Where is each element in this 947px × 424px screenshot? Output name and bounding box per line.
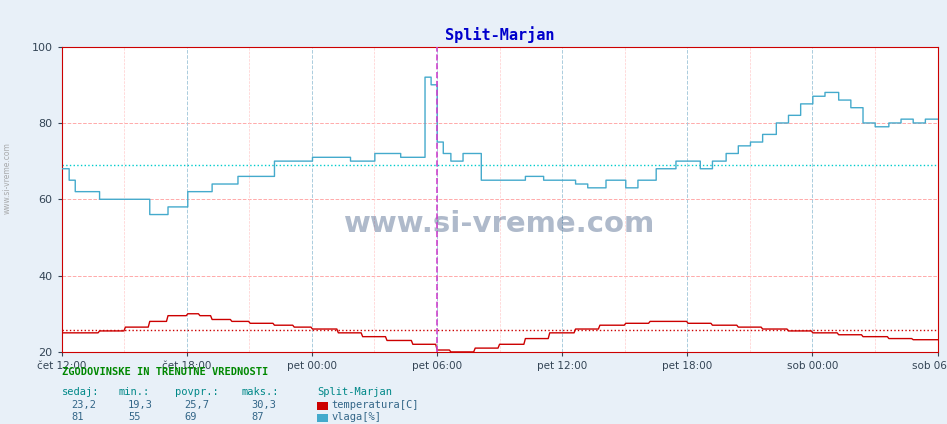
Text: 23,2: 23,2 <box>71 400 96 410</box>
Text: 55: 55 <box>128 412 140 422</box>
Text: www.si-vreme.com: www.si-vreme.com <box>3 142 12 214</box>
Text: maks.:: maks.: <box>241 387 279 397</box>
Text: min.:: min.: <box>118 387 150 397</box>
Text: www.si-vreme.com: www.si-vreme.com <box>344 210 655 238</box>
Text: 19,3: 19,3 <box>128 400 152 410</box>
Text: vlaga[%]: vlaga[%] <box>331 412 382 422</box>
Text: 30,3: 30,3 <box>251 400 276 410</box>
Text: povpr.:: povpr.: <box>175 387 219 397</box>
Text: temperatura[C]: temperatura[C] <box>331 400 419 410</box>
Title: Split-Marjan: Split-Marjan <box>445 26 554 43</box>
Text: 69: 69 <box>185 412 197 422</box>
Text: sedaj:: sedaj: <box>62 387 99 397</box>
Text: 81: 81 <box>71 412 83 422</box>
Text: 25,7: 25,7 <box>185 400 209 410</box>
Text: Split-Marjan: Split-Marjan <box>317 387 392 397</box>
Text: 87: 87 <box>251 412 263 422</box>
Text: ZGODOVINSKE IN TRENUTNE VREDNOSTI: ZGODOVINSKE IN TRENUTNE VREDNOSTI <box>62 367 268 377</box>
